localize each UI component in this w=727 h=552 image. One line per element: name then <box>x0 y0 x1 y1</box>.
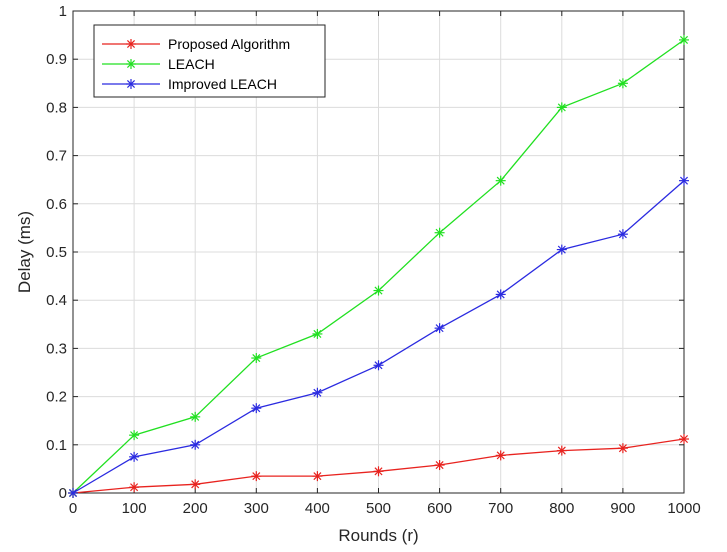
data-point <box>679 34 689 45</box>
data-point <box>129 482 140 493</box>
legend-marker <box>126 59 136 69</box>
data-point <box>434 460 445 471</box>
legend-entry: Improved LEACH <box>102 76 277 92</box>
data-point <box>312 328 323 339</box>
data-point <box>129 451 140 462</box>
data-point <box>495 289 506 300</box>
legend-label: Proposed Algorithm <box>168 36 290 52</box>
x-tick-label: 800 <box>549 500 574 517</box>
data-point <box>434 323 445 334</box>
legend-entries: Proposed Algorithm LEACH Improved LEACH <box>102 36 290 92</box>
y-tick-label: 0.1 <box>46 437 67 454</box>
y-tick-label: 0.8 <box>46 99 67 116</box>
data-point <box>251 403 262 414</box>
legend-entry: LEACH <box>102 56 215 72</box>
legend: Proposed Algorithm LEACH Improved LEACH <box>93 24 326 98</box>
y-tick-label: 1 <box>59 3 67 20</box>
x-tick-label: 400 <box>305 500 330 517</box>
x-tick-label: 1000 <box>667 500 700 517</box>
data-point <box>129 430 140 441</box>
y-tick-label: 0.7 <box>46 148 67 165</box>
data-point <box>190 439 201 450</box>
x-tick-label: 500 <box>366 500 391 517</box>
x-tick-label: 300 <box>244 500 269 517</box>
x-tick-label: 100 <box>122 500 147 517</box>
x-tick-label: 700 <box>488 500 513 517</box>
data-point <box>556 102 567 113</box>
legend-label: Improved LEACH <box>168 76 277 92</box>
y-axis-title: Delay (ms) <box>15 211 34 293</box>
data-point <box>251 471 262 482</box>
legend-label: LEACH <box>168 56 215 72</box>
y-tick-label: 0.3 <box>46 340 67 357</box>
data-point <box>373 466 384 477</box>
data-point <box>495 450 506 461</box>
y-tick-label: 0.9 <box>46 51 67 68</box>
data-point <box>679 434 689 445</box>
y-tick-label: 0.2 <box>46 389 67 406</box>
legend-marker <box>126 79 136 89</box>
data-point <box>312 387 323 398</box>
data-point <box>251 353 262 364</box>
data-point <box>312 471 323 482</box>
x-tick-label: 600 <box>427 500 452 517</box>
axis-ticks: 0 100 200 300 400 500 600 700 800 900 1000 0 0.1 0.2 0… <box>46 3 701 517</box>
data-point <box>190 479 201 490</box>
data-series <box>68 34 689 498</box>
data-point <box>617 78 628 89</box>
x-tick-label: 200 <box>183 500 208 517</box>
y-tick-label: 0 <box>59 485 67 502</box>
data-point <box>617 443 628 454</box>
y-tick-label: 0.4 <box>46 292 67 309</box>
y-tick-label: 0.6 <box>46 196 67 213</box>
data-point <box>373 360 384 371</box>
data-point <box>617 229 628 240</box>
data-point <box>68 488 78 498</box>
x-axis-title: Rounds (r) <box>338 526 418 545</box>
data-point <box>495 175 506 186</box>
x-tick-label: 0 <box>69 500 77 517</box>
data-point <box>373 285 384 296</box>
data-point <box>556 445 567 456</box>
x-tick-label: 900 <box>610 500 635 517</box>
legend-entry: Proposed Algorithm <box>102 36 290 52</box>
legend-marker <box>126 39 136 49</box>
data-point <box>190 411 201 422</box>
data-point <box>556 244 567 255</box>
y-tick-label: 0.5 <box>46 244 67 261</box>
data-point <box>434 227 445 238</box>
data-point <box>679 175 689 186</box>
series-improved-leach <box>68 175 689 498</box>
